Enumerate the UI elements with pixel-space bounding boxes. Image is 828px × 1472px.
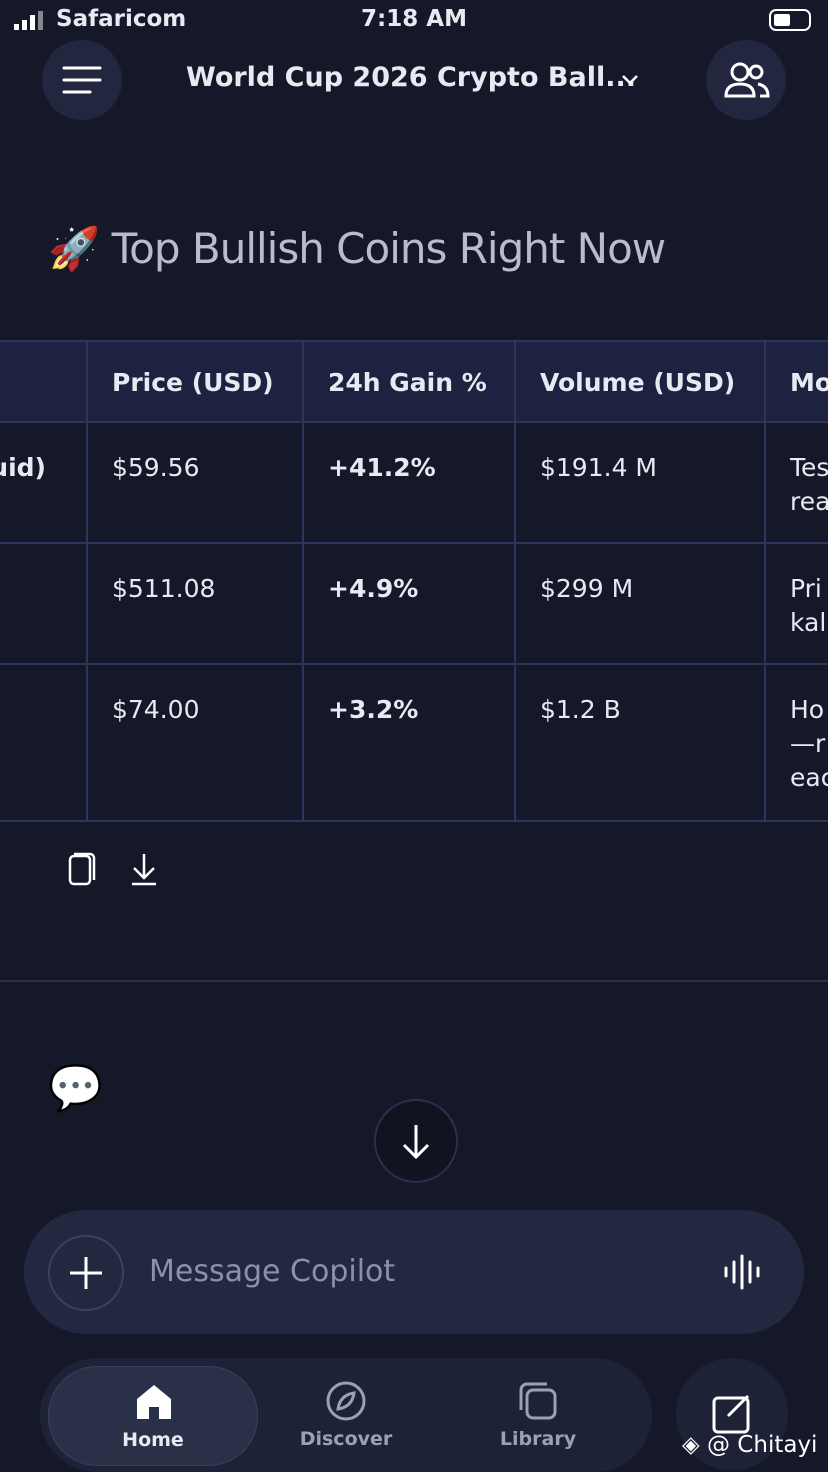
message-input[interactable]: Message Copilot [149,1254,396,1289]
nav-label: Home [122,1429,184,1451]
table-cell: uid) [0,423,88,544]
nav-label: Library [499,1428,577,1450]
nav-library[interactable]: Library [448,1366,628,1464]
time: 7:18 AM [361,6,467,32]
heading: 🚀 Top Bullish Coins Right Now [48,224,666,274]
table-cell [0,665,88,822]
conversation-title[interactable]: World Cup 2026 Crypto Ball... [186,62,636,93]
header-cell: Volume (USD) [516,342,766,423]
cell-text: +41.2% [328,453,436,482]
battery [769,9,811,31]
header-cell [0,342,88,423]
header-cell: Price (USD) [88,342,304,423]
signal [14,11,43,30]
table-cell: Pri kal [766,544,828,665]
nav-bar: Home Discover Library [40,1358,652,1472]
table-cell: Ho —r eac [766,665,828,822]
table-cell: $191.4 M [516,423,766,544]
table-cell: +4.9% [304,544,516,665]
cell-text: $74.00 [112,695,200,724]
cell-line: rea [790,487,828,516]
cell-line: Tes [790,453,828,482]
cell-line: kal [790,608,827,637]
cell-text: $1.2 B [540,695,621,724]
cell-text: +4.9% [328,574,419,603]
cell-text: $59.56 [112,453,200,482]
nav-discover[interactable]: Discover [256,1366,436,1464]
carrier: Safaricom [56,6,187,32]
table-cell [0,544,88,665]
chat-icon: 💬 [48,1063,103,1114]
cell-line: Ho [790,695,825,724]
table: Price (USD) 24h Gain % Volume (USD) Mo uid) $… [0,340,828,824]
heading-text: Top Bullish Coins Right Now [111,224,666,273]
cell-text: Volume (USD) [540,368,736,397]
table-cell: +41.2% [304,423,516,544]
heading-icon: 🚀 [48,224,100,273]
cell-text: Price (USD) [112,368,274,397]
table-cell: $74.00 [88,665,304,822]
new-chat-button[interactable] [676,1358,788,1470]
cell-line: Pri [790,574,822,603]
cell-text: $191.4 M [540,453,657,482]
divider [0,980,828,982]
header-cell: Mo [766,342,828,423]
cell-text: $299 M [540,574,634,603]
table-actions [68,852,156,886]
table-cell: $511.08 [88,544,304,665]
table-cell: $299 M [516,544,766,665]
table-cell: $1.2 B [516,665,766,822]
people-button[interactable] [706,40,786,120]
menu-button[interactable] [42,40,122,120]
cell-text: $511.08 [112,574,216,603]
cell-text: Mo [790,368,828,397]
cell-text: +3.2% [328,695,419,724]
watermark: ◈ @ Chitayi [682,1432,818,1458]
voice-button[interactable] [722,1254,762,1290]
table-cell: $59.56 [88,423,304,544]
chevron[interactable] [620,70,640,90]
composer: Message Copilot [24,1210,804,1334]
cell-text: uid) [0,453,46,482]
nav-home[interactable]: Home [48,1366,258,1466]
header-cell: 24h Gain % [304,342,516,423]
cell-text: 24h Gain % [328,368,487,397]
cell-line: —r [790,729,826,758]
scroll-down-button[interactable] [374,1099,458,1183]
cell-line: eac [790,763,828,792]
add-button[interactable] [48,1235,124,1311]
table-cell: Tes rea [766,423,828,544]
nav-label: Discover [299,1428,393,1450]
table-cell: +3.2% [304,665,516,822]
watermark-text: @ Chitayi [707,1432,818,1458]
